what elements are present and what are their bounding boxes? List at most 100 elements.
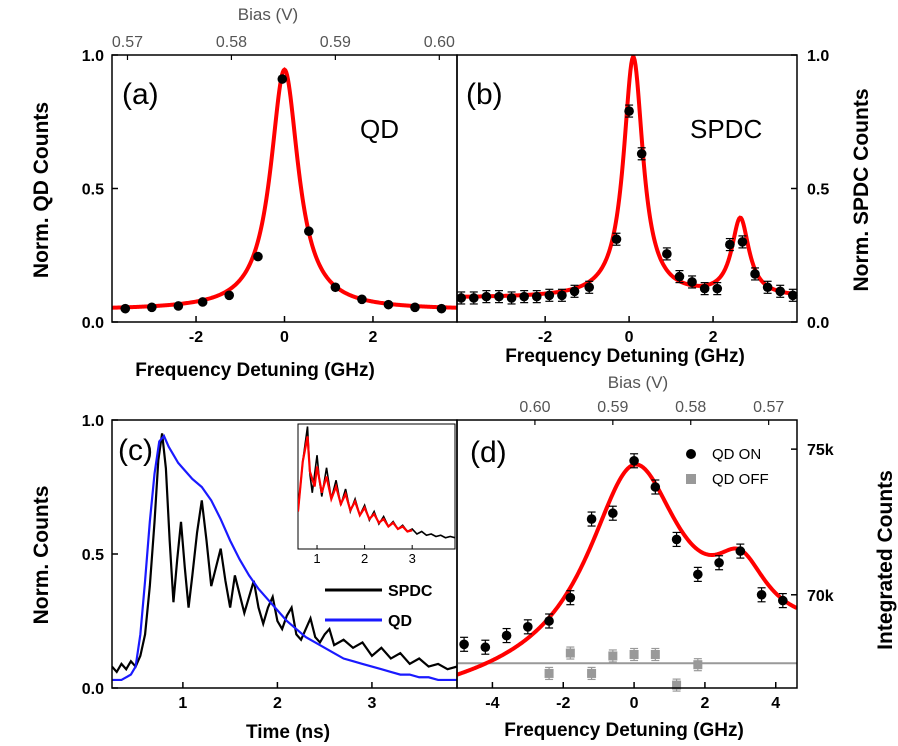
plot-layer: -2 0 2 0.0 0.5 1.0 0.57 0.58 0.59 0.60 -2 0 2 0.0 0.5 1… xyxy=(82,34,834,712)
panel-d-xlabel: Frequency Detuning (GHz) xyxy=(504,720,744,741)
panel-a-data-point xyxy=(304,226,314,237)
panel-a-data-point xyxy=(147,302,157,313)
panel-d-off-data-point xyxy=(565,648,575,658)
panel-d-off-data-point xyxy=(608,651,618,661)
panel-b-data-point xyxy=(584,282,595,293)
panel-b-data-point xyxy=(494,291,504,302)
panel-a-xtick-label: 2 xyxy=(369,329,378,346)
panel-b-ytick-label: 1.0 xyxy=(807,48,829,65)
panel-d-data-point xyxy=(523,622,533,632)
panel-d-fit-curve xyxy=(457,462,797,677)
legend-qd-off-marker xyxy=(686,474,696,484)
panel-b-data-point xyxy=(468,293,479,303)
panel-d-xtick-label: -2 xyxy=(556,695,570,712)
legend-qd-label: QD xyxy=(388,613,412,630)
panel-d-ylabel: Integrated Counts xyxy=(874,470,897,650)
panel-a-xtick-label: -2 xyxy=(189,329,203,346)
panel-c-series-qd xyxy=(112,434,457,682)
panel-a-data-point xyxy=(277,74,288,84)
panel-d-data-point xyxy=(671,534,682,545)
panel-a-top-axis-label: Bias (V) xyxy=(238,5,298,24)
panel-b-data-point xyxy=(636,148,647,159)
panel-c-inset-xtick-label: 2 xyxy=(361,551,368,566)
panel-a-xtick-label: 0 xyxy=(280,329,289,346)
panel-d-data-point xyxy=(544,616,554,626)
panel-a-top-tick-label: 0.60 xyxy=(424,34,455,51)
legend-qd-off-label: QD OFF xyxy=(712,471,769,488)
panel-d-data-point xyxy=(480,642,491,653)
panel-d-label: (d) xyxy=(470,436,507,469)
panel-b-data-point xyxy=(531,291,542,302)
panel-c-ylabel: Norm. Counts xyxy=(30,486,53,625)
panel-a-frame xyxy=(111,54,458,323)
panel-d-data-point xyxy=(650,482,661,492)
panel-a-data-point xyxy=(410,302,420,313)
panel-b-data-point xyxy=(544,290,555,301)
panel-c-xtick-label: 3 xyxy=(367,695,376,712)
panel-b-data-point xyxy=(506,293,517,303)
panel-c-inset-series xyxy=(298,436,413,533)
legend-qd-on-label: QD ON xyxy=(712,446,761,463)
panel-d-off-data-point xyxy=(672,680,682,690)
panel-b-data-point xyxy=(456,293,466,303)
panel-a-ytick-label: 0.5 xyxy=(82,182,104,199)
panel-d-off-data-point xyxy=(629,650,639,659)
panel-d-ytick-label: 70k xyxy=(807,588,834,605)
panel-b-xtick-label: 2 xyxy=(709,329,718,346)
panel-d-data-point xyxy=(501,630,512,641)
panel-c-ytick-label: 1.0 xyxy=(82,413,104,430)
panel-d-data-point xyxy=(756,589,767,600)
panel-d-off-data-point xyxy=(587,668,597,678)
panel-d-top-tick-label: 0.58 xyxy=(675,399,706,416)
panel-b-xlabel: Frequency Detuning (GHz) xyxy=(505,346,745,367)
panel-a-data-point xyxy=(224,290,235,301)
panel-d-frame xyxy=(456,419,798,689)
panel-a-data-point xyxy=(173,301,184,311)
panel-b-data-point xyxy=(481,291,492,302)
panel-b-data-point xyxy=(687,277,697,287)
panel-c-inset-xtick-label: 3 xyxy=(409,551,416,566)
legend-qd-on-marker xyxy=(686,449,696,459)
panel-b-data-point xyxy=(624,106,634,116)
panel-c-xtick-label: 2 xyxy=(273,695,282,712)
panel-d-data-point xyxy=(778,595,788,606)
panel-d-ytick-label: 75k xyxy=(807,442,834,459)
panel-b-data-point xyxy=(557,290,567,301)
panel-b-data-point xyxy=(519,291,529,302)
panel-a-label: (a) xyxy=(122,78,159,111)
panel-b-xtick-label: -2 xyxy=(538,329,552,346)
panel-d-top-tick-label: 0.60 xyxy=(519,399,550,416)
panel-b-data-point xyxy=(699,283,710,294)
panel-a-fit-curve xyxy=(112,67,457,310)
panel-a-data-point xyxy=(197,297,208,307)
panel-b-data-point xyxy=(674,271,685,282)
panel-b-data-point xyxy=(788,290,798,301)
panel-b-data-point xyxy=(762,282,773,293)
panel-a-data-point xyxy=(330,282,341,293)
panel-c-series-spdc xyxy=(112,433,457,674)
panel-d-xtick-label: 0 xyxy=(630,695,639,712)
panel-d-data-point xyxy=(459,639,469,650)
panel-b-ylabel: Norm. SPDC Counts xyxy=(850,88,873,291)
panel-b-data-point xyxy=(662,249,672,259)
panel-c-label: (c) xyxy=(118,434,153,467)
panel-a-top-tick-label: 0.59 xyxy=(320,34,351,51)
panel-a-data-point xyxy=(357,294,367,305)
panel-c-ytick-label: 0.5 xyxy=(82,547,104,564)
panel-a-ytick-label: 1.0 xyxy=(82,48,104,65)
panel-d-xtick-label: 4 xyxy=(771,695,780,712)
panel-a-data-point xyxy=(120,303,131,314)
panel-d-data-point xyxy=(565,592,576,603)
panel-d-top-tick-label: 0.57 xyxy=(753,399,784,416)
panel-a-top-tick-label: 0.57 xyxy=(112,34,143,51)
panel-d-data-point xyxy=(714,557,724,568)
panel-b-data-point xyxy=(725,239,735,250)
panel-d-top-axis-label: Bias (V) xyxy=(608,373,668,392)
panel-d-data-point xyxy=(735,546,746,556)
panel-a-data-point xyxy=(436,303,447,314)
panel-b-data-point xyxy=(775,286,786,297)
panel-b-fit-curve xyxy=(457,55,797,299)
panel-d-off-data-point xyxy=(650,650,660,659)
panel-b-data-point xyxy=(611,234,622,245)
panel-a-data-point xyxy=(383,299,394,310)
